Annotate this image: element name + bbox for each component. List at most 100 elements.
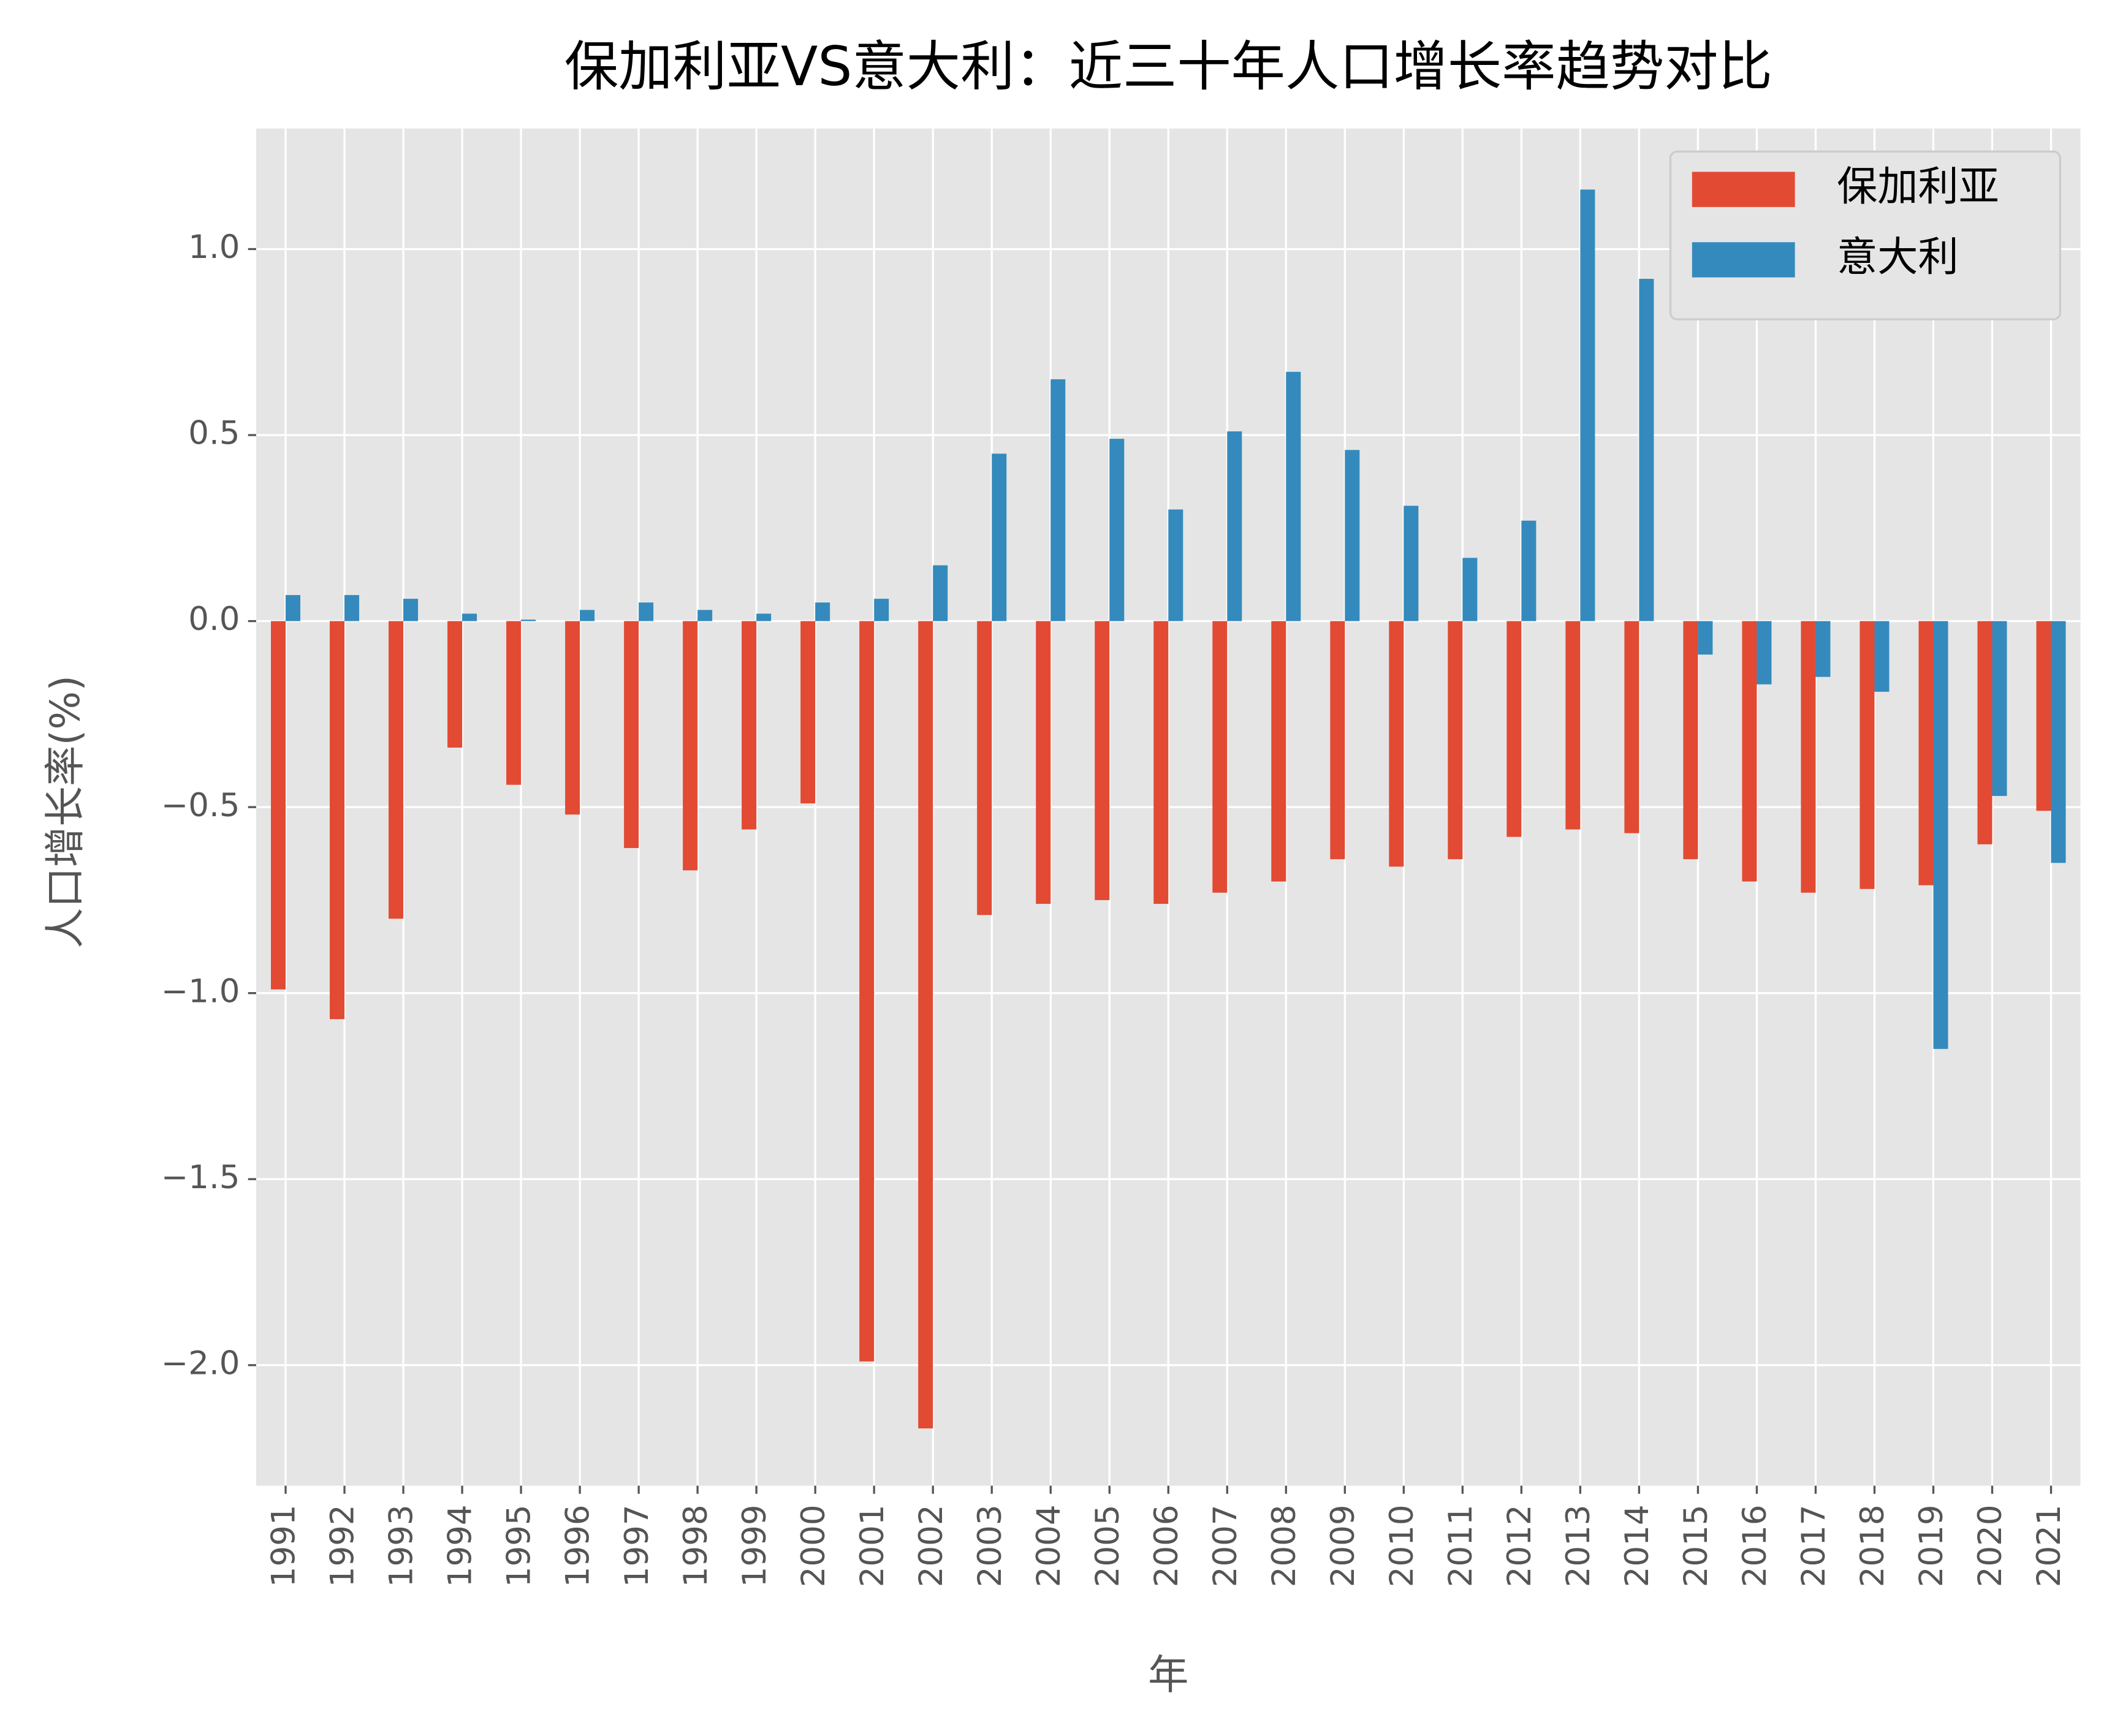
bar bbox=[1801, 621, 1816, 893]
x-tick-label: 1993 bbox=[383, 1504, 420, 1587]
bar bbox=[1448, 621, 1463, 860]
bar bbox=[2051, 621, 2066, 863]
bar bbox=[1977, 621, 1992, 844]
bar bbox=[756, 613, 772, 621]
y-tick-label: −2.0 bbox=[161, 1344, 240, 1382]
bar bbox=[1992, 621, 2007, 796]
x-tick-label: 2000 bbox=[795, 1504, 832, 1587]
bar bbox=[1153, 621, 1169, 904]
bar bbox=[521, 620, 536, 621]
legend-swatch bbox=[1692, 172, 1795, 207]
bar bbox=[1036, 621, 1051, 904]
bar bbox=[859, 621, 875, 1362]
bar bbox=[580, 610, 595, 621]
x-tick-label: 2012 bbox=[1501, 1504, 1538, 1587]
y-tick-label: −1.0 bbox=[161, 972, 240, 1010]
bar bbox=[800, 621, 816, 804]
x-tick-label: 1996 bbox=[560, 1504, 597, 1587]
bar bbox=[742, 621, 757, 830]
bar bbox=[977, 621, 992, 915]
bar bbox=[1212, 621, 1228, 893]
x-tick-label: 2021 bbox=[2030, 1504, 2068, 1587]
bar bbox=[1462, 558, 1478, 621]
x-tick-label: 2004 bbox=[1030, 1504, 1068, 1587]
x-tick-label: 2015 bbox=[1677, 1504, 1715, 1587]
bar bbox=[565, 621, 580, 815]
bar bbox=[933, 565, 948, 621]
x-tick-label: 2014 bbox=[1619, 1504, 1656, 1587]
legend-label: 保加利亚 bbox=[1837, 163, 1999, 210]
x-axis-label: 年 bbox=[1148, 1651, 1188, 1699]
bar bbox=[1624, 621, 1639, 833]
bar bbox=[403, 599, 419, 621]
y-tick-label: 1.0 bbox=[188, 229, 240, 266]
bar bbox=[639, 602, 654, 621]
x-tick-label: 1991 bbox=[265, 1504, 303, 1587]
bar bbox=[1639, 279, 1654, 621]
chart-title: 保加利亚VS意大利：近三十年人口增长率趋势对比 bbox=[564, 35, 1772, 98]
bar bbox=[1286, 371, 1301, 621]
bar bbox=[1933, 621, 1948, 1049]
bar bbox=[1389, 621, 1404, 867]
bar bbox=[1683, 621, 1698, 860]
bar bbox=[697, 610, 713, 621]
x-tick-label: 2010 bbox=[1383, 1504, 1421, 1587]
bar bbox=[1580, 189, 1595, 621]
bar bbox=[1345, 450, 1360, 621]
y-tick-label: −0.5 bbox=[161, 787, 240, 824]
bar bbox=[1330, 621, 1345, 860]
bar bbox=[1271, 621, 1286, 882]
bar bbox=[683, 621, 698, 871]
bar bbox=[918, 621, 933, 1429]
bar bbox=[1404, 506, 1419, 621]
bar bbox=[286, 595, 301, 621]
x-tick-label: 2019 bbox=[1913, 1504, 1950, 1587]
x-tick-label: 2008 bbox=[1266, 1504, 1303, 1587]
bar bbox=[1050, 379, 1066, 621]
x-tick-label: 1994 bbox=[442, 1504, 479, 1587]
bar bbox=[2036, 621, 2051, 811]
x-tick-label: 2016 bbox=[1736, 1504, 1774, 1587]
x-tick-label: 2011 bbox=[1442, 1504, 1480, 1587]
bar bbox=[624, 621, 639, 848]
bar bbox=[1168, 509, 1183, 621]
y-axis-label: 人口增长率(%) bbox=[42, 675, 89, 949]
x-tick-label: 2009 bbox=[1324, 1504, 1362, 1587]
bar bbox=[506, 621, 522, 785]
x-tick-label: 2018 bbox=[1854, 1504, 1891, 1587]
bar bbox=[1698, 621, 1713, 655]
bar bbox=[1859, 621, 1875, 889]
x-tick-label: 2007 bbox=[1207, 1504, 1244, 1587]
bar bbox=[1815, 621, 1831, 677]
x-tick-label: 2005 bbox=[1089, 1504, 1126, 1587]
bar bbox=[1874, 621, 1890, 692]
x-tick-label: 1992 bbox=[324, 1504, 362, 1587]
bar bbox=[389, 621, 404, 919]
y-tick-label: −1.5 bbox=[161, 1159, 240, 1196]
bar bbox=[874, 599, 889, 621]
x-tick-label: 1998 bbox=[677, 1504, 715, 1587]
bar bbox=[1565, 621, 1581, 830]
y-tick-label: 0.5 bbox=[188, 415, 240, 452]
bar bbox=[1109, 439, 1125, 621]
bar bbox=[447, 621, 463, 748]
x-tick-label: 2002 bbox=[913, 1504, 950, 1587]
bar bbox=[1227, 431, 1242, 621]
x-tick-label: 1997 bbox=[618, 1504, 656, 1587]
bar bbox=[344, 595, 360, 621]
bar bbox=[271, 621, 286, 990]
bar bbox=[992, 453, 1007, 621]
legend-label: 意大利 bbox=[1837, 233, 1959, 281]
x-tick-label: 2020 bbox=[1972, 1504, 2009, 1587]
x-tick-label: 2006 bbox=[1148, 1504, 1185, 1587]
bar bbox=[1742, 621, 1757, 882]
bar bbox=[1521, 520, 1537, 621]
bar bbox=[1095, 621, 1110, 900]
bar bbox=[815, 602, 830, 621]
bar bbox=[1757, 621, 1772, 684]
bar bbox=[1918, 621, 1934, 885]
x-tick-label: 2003 bbox=[971, 1504, 1009, 1587]
bar bbox=[330, 621, 345, 1020]
